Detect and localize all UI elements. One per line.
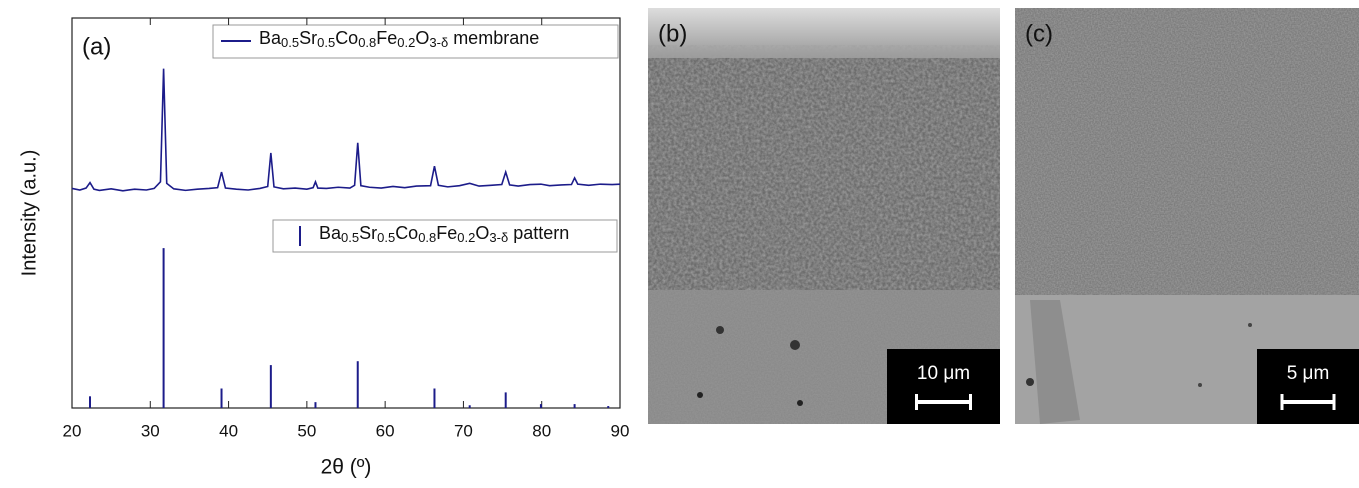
- legend-label: Ba0.5Sr0.5Co0.8Fe0.2O3-δ pattern: [319, 223, 569, 246]
- x-tick-label: 30: [141, 421, 160, 440]
- sem-image-b: [648, 8, 1000, 424]
- panel-label: (c): [1025, 20, 1053, 47]
- scale-bar-box: [1257, 349, 1359, 424]
- x-tick-label: 40: [219, 421, 238, 440]
- y-axis-label: Intensity (a.u.): [18, 150, 40, 277]
- x-tick-label: 70: [454, 421, 473, 440]
- scale-bar-label: 5 μm: [1287, 363, 1330, 384]
- x-tick-label: 50: [297, 421, 316, 440]
- panel-label: (b): [658, 20, 687, 47]
- panel-label: (a): [82, 33, 111, 60]
- x-axis-label: 2θ (º): [321, 456, 372, 479]
- legend-box: [272, 219, 618, 253]
- x-tick-label: 20: [63, 421, 82, 440]
- data-line: [71, 68, 621, 192]
- legend-label: Ba0.5Sr0.5Co0.8Fe0.2O3-δ membrane: [259, 28, 539, 51]
- plot-frame: [71, 17, 621, 409]
- scale-bar-label: 10 μm: [917, 363, 970, 384]
- legend-box: [212, 24, 619, 59]
- scale-bar-box: [887, 349, 1000, 424]
- x-tick-label: 90: [611, 421, 630, 440]
- x-tick-label: 60: [376, 421, 395, 440]
- x-tick-label: 80: [532, 421, 551, 440]
